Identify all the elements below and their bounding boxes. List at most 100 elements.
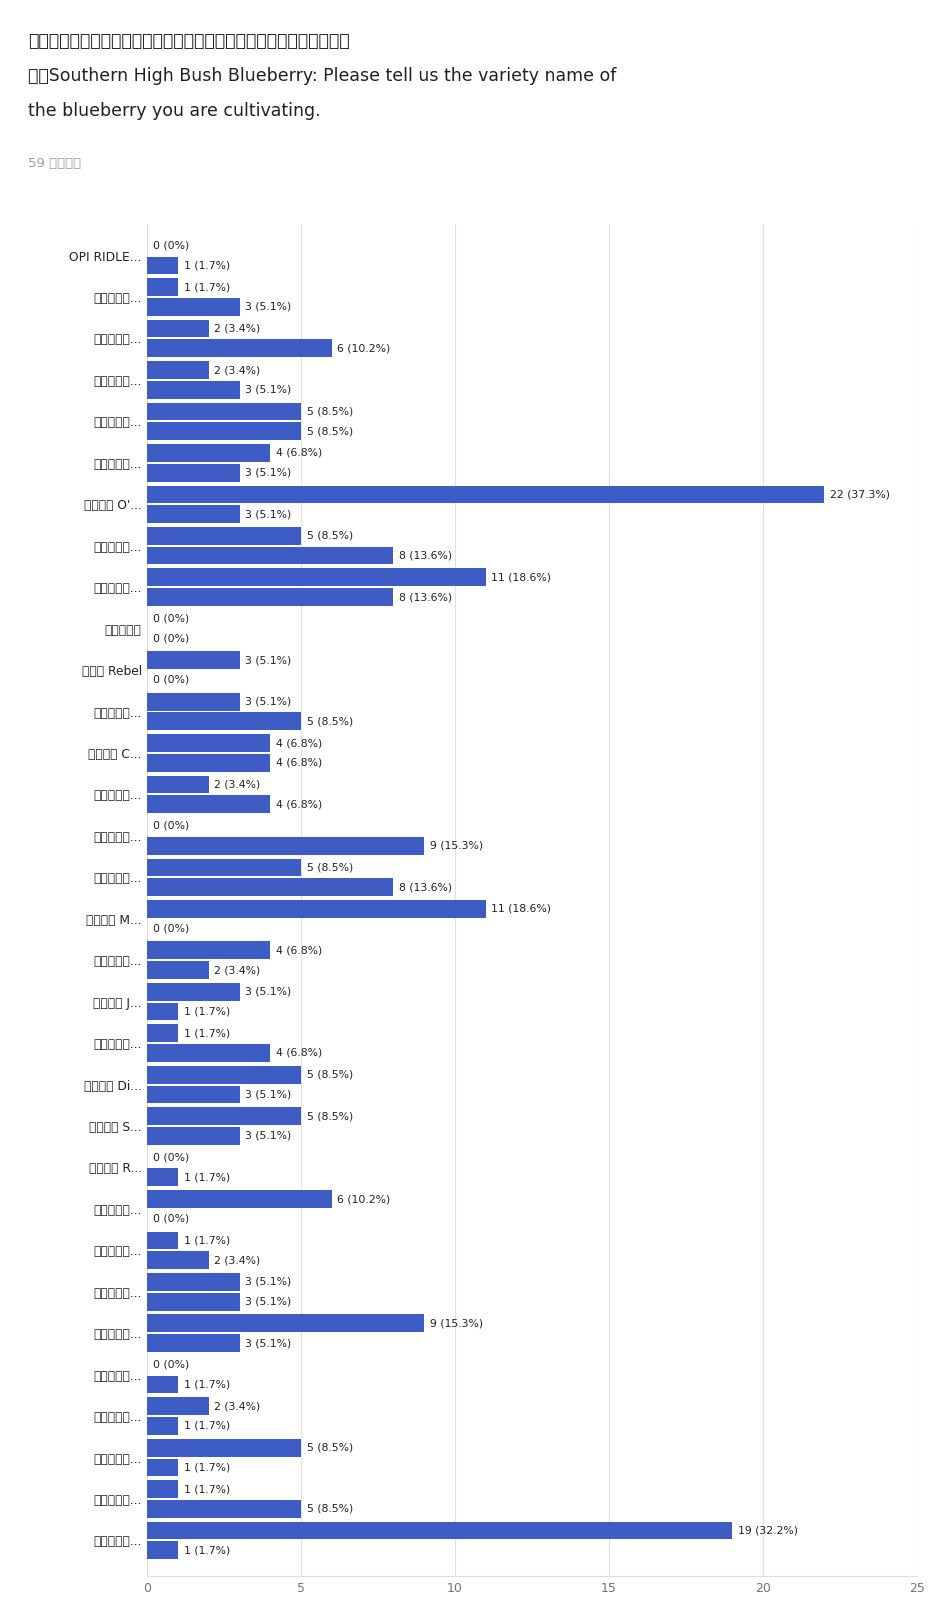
Text: 1 (1.7%): 1 (1.7%) (183, 1029, 230, 1038)
Text: 59 件の回答: 59 件の回答 (28, 157, 82, 170)
Bar (147, 485, 825, 504)
Bar (147, 712, 301, 730)
Bar (147, 1480, 178, 1498)
Bar (147, 1085, 239, 1104)
Text: 0 (0%): 0 (0%) (153, 1360, 189, 1370)
Text: 3 (5.1%): 3 (5.1%) (245, 1296, 292, 1307)
Text: 4 (6.8%): 4 (6.8%) (276, 1048, 322, 1058)
Text: い。Southern High Bush Blueberry: Please tell us the variety name of: い。Southern High Bush Blueberry: Please t… (28, 67, 617, 85)
Bar (147, 547, 393, 565)
Text: 1 (1.7%): 1 (1.7%) (183, 1379, 230, 1389)
Text: 0 (0%): 0 (0%) (153, 634, 189, 643)
Text: 0 (0%): 0 (0%) (153, 1214, 189, 1224)
Text: 5 (8.5%): 5 (8.5%) (307, 717, 353, 726)
Bar (147, 445, 271, 462)
Text: 5 (8.5%): 5 (8.5%) (307, 531, 353, 541)
Bar (147, 320, 209, 338)
Text: 3 (5.1%): 3 (5.1%) (245, 384, 292, 395)
Bar (147, 693, 239, 710)
Text: 3 (5.1%): 3 (5.1%) (245, 1277, 292, 1286)
Bar (147, 568, 485, 586)
Bar (147, 1107, 301, 1125)
Text: 2 (3.4%): 2 (3.4%) (215, 365, 260, 374)
Bar (147, 256, 178, 274)
Bar (147, 381, 239, 398)
Text: 0 (0%): 0 (0%) (153, 614, 189, 624)
Text: 1 (1.7%): 1 (1.7%) (183, 282, 230, 293)
Text: 5 (8.5%): 5 (8.5%) (307, 1110, 353, 1122)
Bar (147, 982, 239, 1000)
Bar (147, 899, 485, 918)
Bar (147, 1251, 209, 1269)
Bar (147, 403, 301, 421)
Bar (147, 1438, 301, 1456)
Bar (147, 1274, 239, 1291)
Text: 1 (1.7%): 1 (1.7%) (183, 1173, 230, 1182)
Bar (147, 422, 301, 440)
Text: 0 (0%): 0 (0%) (153, 1152, 189, 1163)
Text: 0 (0%): 0 (0%) (153, 240, 189, 251)
Bar (147, 795, 271, 813)
Text: 1 (1.7%): 1 (1.7%) (183, 1485, 230, 1494)
Bar (147, 278, 178, 296)
Bar (147, 1293, 239, 1310)
Text: 3 (5.1%): 3 (5.1%) (245, 302, 292, 312)
Text: 0 (0%): 0 (0%) (153, 923, 189, 934)
Text: 5 (8.5%): 5 (8.5%) (307, 1070, 353, 1080)
Text: 4 (6.8%): 4 (6.8%) (276, 758, 322, 768)
Bar (147, 1397, 209, 1414)
Bar (147, 1334, 239, 1352)
Text: 3 (5.1%): 3 (5.1%) (245, 654, 292, 666)
Bar (147, 362, 209, 379)
Bar (147, 1376, 178, 1394)
Text: 5 (8.5%): 5 (8.5%) (307, 1504, 353, 1514)
Text: 11 (18.6%): 11 (18.6%) (491, 904, 551, 914)
Bar (147, 589, 393, 606)
Text: 0 (0%): 0 (0%) (153, 675, 189, 685)
Bar (147, 339, 332, 357)
Text: 1 (1.7%): 1 (1.7%) (183, 1462, 230, 1472)
Bar (147, 859, 301, 877)
Text: 22 (37.3%): 22 (37.3%) (830, 490, 890, 499)
Text: 5 (8.5%): 5 (8.5%) (307, 1443, 353, 1453)
Text: 9 (15.3%): 9 (15.3%) (429, 840, 483, 851)
Bar (147, 1168, 178, 1186)
Bar (147, 1315, 425, 1333)
Text: 3 (5.1%): 3 (5.1%) (245, 696, 292, 707)
Bar (147, 1190, 332, 1208)
Bar (147, 506, 239, 523)
Bar (147, 298, 239, 315)
Bar (147, 464, 239, 482)
Bar (147, 1522, 732, 1539)
Bar (147, 837, 425, 854)
Text: 6 (10.2%): 6 (10.2%) (337, 344, 390, 354)
Text: 8 (13.6%): 8 (13.6%) (399, 550, 452, 560)
Text: 2 (3.4%): 2 (3.4%) (215, 323, 260, 334)
Bar (147, 878, 393, 896)
Text: 3 (5.1%): 3 (5.1%) (245, 1131, 292, 1141)
Bar (147, 651, 239, 669)
Text: 3 (5.1%): 3 (5.1%) (245, 467, 292, 478)
Text: 1 (1.7%): 1 (1.7%) (183, 261, 230, 270)
Bar (147, 962, 209, 979)
Text: 2 (3.4%): 2 (3.4%) (215, 779, 260, 789)
Bar (147, 734, 271, 752)
Text: 3 (5.1%): 3 (5.1%) (245, 987, 292, 997)
Text: 4 (6.8%): 4 (6.8%) (276, 738, 322, 749)
Text: 1 (1.7%): 1 (1.7%) (183, 1006, 230, 1016)
Text: 9 (15.3%): 9 (15.3%) (429, 1318, 483, 1328)
Bar (147, 1418, 178, 1435)
Bar (147, 1003, 178, 1021)
Text: 19 (32.2%): 19 (32.2%) (737, 1526, 798, 1536)
Text: 6 (10.2%): 6 (10.2%) (337, 1194, 390, 1205)
Text: 4 (6.8%): 4 (6.8%) (276, 800, 322, 810)
Text: 5 (8.5%): 5 (8.5%) (307, 426, 353, 437)
Text: 1 (1.7%): 1 (1.7%) (183, 1421, 230, 1430)
Bar (147, 1501, 301, 1518)
Bar (147, 754, 271, 771)
Bar (147, 941, 271, 960)
Text: 11 (18.6%): 11 (18.6%) (491, 573, 551, 582)
Text: 8 (13.6%): 8 (13.6%) (399, 882, 452, 893)
Bar (147, 776, 209, 794)
Text: 2 (3.4%): 2 (3.4%) (215, 1402, 260, 1411)
